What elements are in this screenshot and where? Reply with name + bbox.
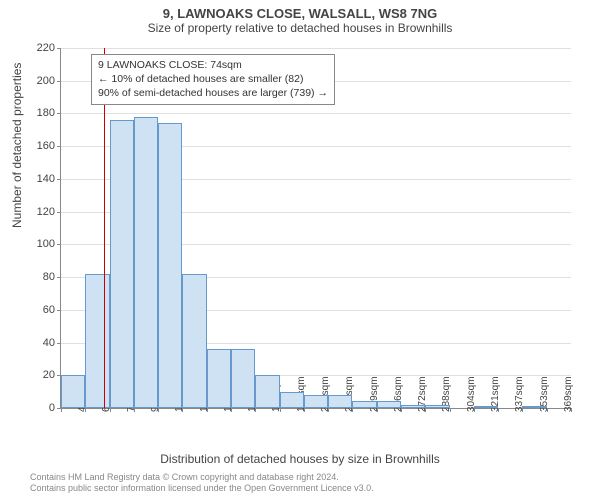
ytick-mark	[57, 343, 61, 344]
histogram-bar	[474, 406, 498, 408]
ytick-mark	[57, 244, 61, 245]
xtick-mark	[498, 408, 499, 412]
histogram-bar	[182, 274, 206, 408]
ytick-mark	[57, 310, 61, 311]
histogram-bar	[255, 375, 279, 408]
xtick-mark	[352, 408, 353, 412]
xtick-mark	[522, 408, 523, 412]
xtick-mark	[231, 408, 232, 412]
xtick-mark	[85, 408, 86, 412]
ytick-label: 40	[25, 337, 55, 349]
ytick-label: 20	[25, 369, 55, 381]
histogram-bar	[425, 405, 449, 408]
histogram-bar	[280, 392, 304, 408]
ytick-mark	[57, 146, 61, 147]
histogram-bar	[61, 375, 85, 408]
chart-container: 9, LAWNOAKS CLOSE, WALSALL, WS8 7NG Size…	[0, 0, 600, 500]
ytick-mark	[57, 212, 61, 213]
xtick-mark	[110, 408, 111, 412]
ytick-label: 120	[25, 206, 55, 218]
xtick-label: 369sqm	[563, 376, 574, 412]
y-axis-label: Number of detached properties	[10, 63, 24, 228]
plot-area: 02040608010012014016018020022045sqm61sqm…	[60, 48, 571, 409]
xtick-mark	[304, 408, 305, 412]
xtick-mark	[255, 408, 256, 412]
xtick-mark	[450, 408, 451, 412]
histogram-bar	[158, 123, 182, 408]
xtick-mark	[207, 408, 208, 412]
annotation-box: 9 LAWNOAKS CLOSE: 74sqm ← 10% of detache…	[91, 54, 335, 105]
histogram-bar	[352, 401, 376, 408]
xtick-mark	[571, 408, 572, 412]
histogram-bar	[110, 120, 134, 408]
ytick-label: 140	[25, 173, 55, 185]
annotation-line3: 90% of semi-detached houses are larger (…	[98, 86, 328, 100]
xtick-mark	[158, 408, 159, 412]
histogram-bar	[401, 405, 425, 408]
ytick-label: 160	[25, 140, 55, 152]
ytick-label: 0	[25, 402, 55, 414]
ytick-label: 80	[25, 271, 55, 283]
xtick-mark	[182, 408, 183, 412]
chart-title: 9, LAWNOAKS CLOSE, WALSALL, WS8 7NG	[0, 0, 600, 21]
ytick-label: 60	[25, 304, 55, 316]
histogram-bar	[304, 395, 328, 408]
footer: Contains HM Land Registry data © Crown c…	[30, 472, 374, 494]
histogram-bar	[85, 274, 109, 408]
xtick-mark	[328, 408, 329, 412]
ytick-mark	[57, 48, 61, 49]
xtick-mark	[377, 408, 378, 412]
ytick-label: 200	[25, 75, 55, 87]
xtick-mark	[547, 408, 548, 412]
footer-line1: Contains HM Land Registry data © Crown c…	[30, 472, 374, 483]
gridline	[61, 48, 571, 49]
annotation-line2: ← 10% of detached houses are smaller (82…	[98, 72, 328, 86]
ytick-mark	[57, 113, 61, 114]
ytick-label: 220	[25, 42, 55, 54]
ytick-label: 100	[25, 238, 55, 250]
xtick-mark	[61, 408, 62, 412]
histogram-bar	[231, 349, 255, 408]
ytick-mark	[57, 179, 61, 180]
xtick-mark	[401, 408, 402, 412]
histogram-bar	[207, 349, 231, 408]
xtick-mark	[280, 408, 281, 412]
chart-subtitle: Size of property relative to detached ho…	[0, 21, 600, 39]
x-axis-label: Distribution of detached houses by size …	[0, 452, 600, 466]
annotation-line1: 9 LAWNOAKS CLOSE: 74sqm	[98, 58, 328, 72]
xtick-mark	[134, 408, 135, 412]
footer-line2: Contains public sector information licen…	[30, 483, 374, 494]
ytick-mark	[57, 277, 61, 278]
gridline	[61, 113, 571, 114]
xtick-mark	[425, 408, 426, 412]
histogram-bar	[328, 395, 352, 408]
ytick-mark	[57, 81, 61, 82]
xtick-mark	[474, 408, 475, 412]
histogram-bar	[377, 401, 401, 408]
histogram-bar	[134, 117, 158, 408]
ytick-label: 180	[25, 107, 55, 119]
histogram-bar	[522, 406, 546, 408]
